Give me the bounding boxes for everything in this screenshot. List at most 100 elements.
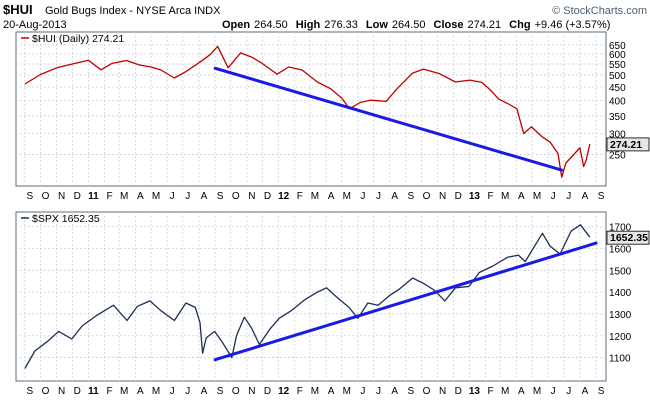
y-tick-label: 500 (609, 71, 626, 82)
spx-price-line (24, 224, 591, 369)
x-tick-label: O (423, 191, 431, 202)
x-tick-label: S (598, 386, 605, 397)
y-tick-label: 1200 (609, 332, 632, 343)
x-tick-label: O (232, 191, 240, 202)
x-tick-label: J (376, 386, 381, 397)
x-tick-label: M (152, 386, 160, 397)
x-tick-label: D (74, 191, 81, 202)
close-value: 274.21 (468, 19, 502, 31)
x-tick-label: 12 (278, 386, 290, 397)
legend-label: $SPX 1652.35 (32, 213, 100, 225)
low-value: 264.50 (392, 19, 426, 31)
x-tick-label: J (185, 191, 190, 202)
x-tick-label: N (439, 191, 446, 202)
chart-date: 20-Aug-2013 (3, 19, 67, 31)
x-tick-label: F (297, 191, 303, 202)
x-tick-label: F (488, 191, 494, 202)
ticker-symbol: $HUI (3, 2, 33, 17)
x-tick-label: 13 (469, 191, 481, 202)
x-tick-label: J (551, 386, 556, 397)
x-tick-label: A (582, 386, 589, 397)
last-value-box (606, 230, 650, 245)
x-tick-label: 11 (88, 386, 99, 397)
chg-value: +9.46 (+3.57%) (535, 19, 611, 31)
x-tick-label: D (264, 191, 271, 202)
y-tick-label: 300 (609, 130, 626, 141)
last-value-label: 274.21 (610, 139, 642, 151)
x-tick-label: J (551, 191, 556, 202)
x-tick-label: O (423, 386, 431, 397)
x-tick-label: A (201, 191, 208, 202)
x-tick-label: M (120, 386, 128, 397)
low-label: Low (366, 19, 388, 31)
y-tick-label: 600 (609, 50, 626, 61)
x-tick-label: S (27, 386, 34, 397)
close-label: Close (434, 19, 464, 31)
trendline (213, 66, 564, 172)
x-tick-label: F (107, 191, 113, 202)
x-tick-label: 13 (469, 386, 481, 397)
y-tick-label: 400 (609, 97, 626, 108)
x-tick-label: M (501, 191, 509, 202)
legend-label: $HUI (Daily) 274.21 (32, 33, 124, 45)
y-tick-label: 450 (609, 83, 626, 94)
x-tick-label: A (582, 191, 589, 202)
x-tick-label: D (455, 386, 462, 397)
x-tick-label: N (248, 386, 255, 397)
x-tick-label: M (501, 386, 509, 397)
x-tick-label: O (42, 191, 50, 202)
x-tick-label: A (328, 191, 335, 202)
y-tick-label: 1100 (609, 354, 631, 365)
watermark: © StockCharts.com (552, 5, 647, 17)
x-tick-label: D (74, 386, 81, 397)
x-tick-label: M (120, 191, 128, 202)
chg-label: Chg (509, 19, 530, 31)
index-name: Gold Bugs Index - NYSE Arca INDX (45, 5, 221, 17)
x-tick-label: A (137, 386, 144, 397)
x-tick-label: J (566, 386, 571, 397)
x-tick-label: J (360, 191, 365, 202)
y-tick-label: 350 (609, 112, 626, 123)
x-tick-label: N (58, 191, 65, 202)
x-tick-label: S (27, 191, 34, 202)
x-tick-label: M (311, 191, 319, 202)
x-tick-label: D (264, 386, 271, 397)
y-tick-label: 1300 (609, 310, 632, 321)
open-label: Open (222, 19, 250, 31)
x-tick-label: A (391, 191, 398, 202)
x-tick-label: D (455, 191, 462, 202)
x-tick-label: J (170, 386, 175, 397)
x-tick-label: J (376, 191, 381, 202)
y-tick-label: 1600 (609, 245, 632, 256)
x-tick-label: 11 (88, 191, 99, 202)
x-tick-label: M (343, 386, 351, 397)
x-tick-label: J (170, 191, 175, 202)
open-value: 264.50 (254, 19, 288, 31)
x-tick-label: M (533, 191, 541, 202)
y-tick-label: 1400 (609, 288, 632, 299)
x-tick-label: S (217, 191, 224, 202)
y-tick-label: 1500 (609, 266, 632, 277)
x-tick-label: S (408, 386, 415, 397)
x-tick-label: S (598, 191, 605, 202)
y-tick-label: 1700 (609, 223, 632, 234)
x-tick-label: M (152, 191, 160, 202)
x-tick-label: A (518, 191, 525, 202)
x-tick-label: 12 (278, 191, 290, 202)
plot-area (15, 31, 607, 187)
high-value: 276.33 (324, 19, 358, 31)
quote-line: Open 264.50 High 276.33 Low 264.50 Close 274.21… (222, 19, 610, 31)
x-tick-label: S (217, 386, 224, 397)
x-tick-label: S (408, 191, 415, 202)
y-tick-label: 250 (609, 150, 626, 161)
x-tick-label: M (343, 191, 351, 202)
x-tick-label: J (566, 191, 571, 202)
x-tick-label: A (391, 386, 398, 397)
x-tick-label: F (107, 386, 113, 397)
x-tick-label: N (58, 386, 65, 397)
x-tick-label: A (328, 386, 335, 397)
